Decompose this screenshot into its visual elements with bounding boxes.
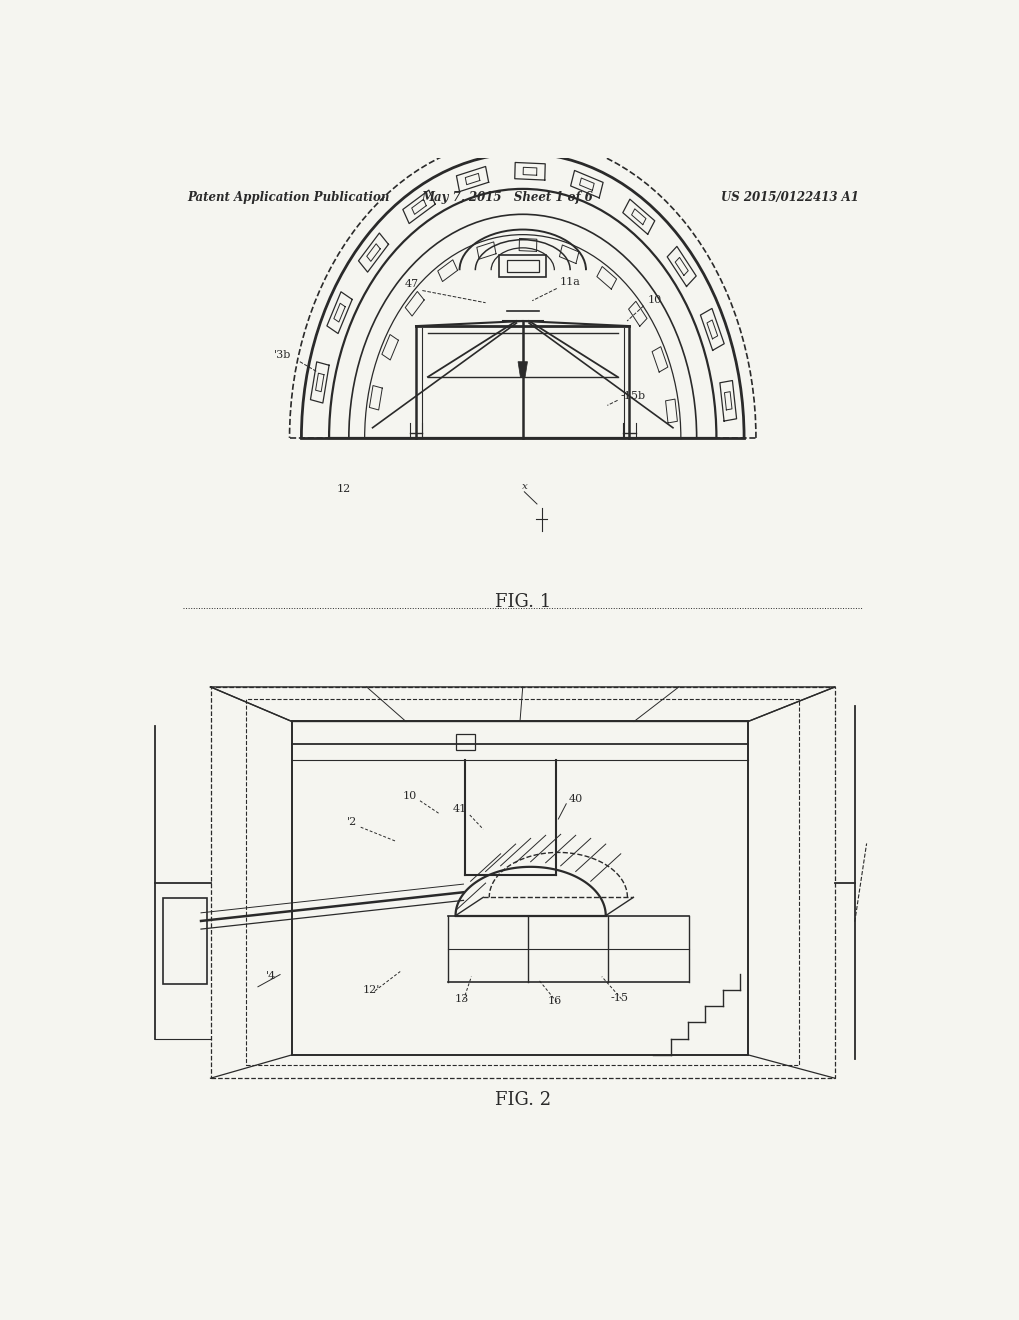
Text: FIG. 2: FIG. 2 (494, 1090, 550, 1109)
Text: 40: 40 (568, 793, 582, 804)
Polygon shape (518, 362, 527, 378)
Text: -15: -15 (609, 993, 628, 1003)
Text: '3b: '3b (273, 350, 290, 359)
Text: 12': 12' (362, 985, 379, 995)
Text: 13: 13 (454, 994, 469, 1005)
Bar (246, 700, 799, 1065)
Text: 47: 47 (404, 280, 418, 289)
Text: -15b: -15b (621, 391, 645, 401)
Text: 41: 41 (452, 804, 467, 814)
Text: '4: '4 (266, 970, 276, 981)
Text: 10: 10 (647, 294, 661, 305)
Text: 11a: 11a (559, 277, 580, 288)
Text: '2: '2 (346, 817, 357, 828)
Text: Patent Application Publication: Patent Application Publication (186, 190, 389, 203)
Bar (506, 260, 538, 272)
Text: 10: 10 (403, 791, 417, 801)
Bar (455, 734, 474, 750)
Bar (163, 898, 206, 983)
Text: FIG. 1: FIG. 1 (494, 593, 550, 611)
Bar (498, 255, 546, 277)
Text: x: x (522, 482, 528, 491)
Text: May 7, 2015   Sheet 1 of 6: May 7, 2015 Sheet 1 of 6 (421, 190, 592, 203)
Bar (210, 686, 835, 1078)
Text: 16: 16 (547, 997, 561, 1006)
Bar (291, 722, 747, 1055)
Text: 12: 12 (336, 483, 351, 494)
Text: US 2015/0122413 A1: US 2015/0122413 A1 (720, 190, 858, 203)
